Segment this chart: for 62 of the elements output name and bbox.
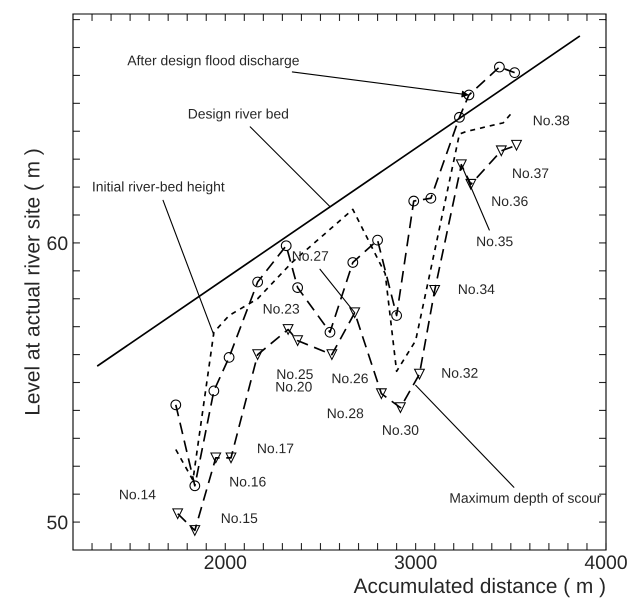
annotation: No.37: [513, 168, 548, 178]
point: [425, 192, 436, 204]
point: [347, 257, 358, 268]
point: [172, 508, 184, 520]
annotation: No.15: [222, 513, 258, 524]
point: [292, 335, 303, 346]
annotation: No.25: [277, 369, 313, 380]
x-tick-label: 3000: [394, 555, 437, 570]
point: [170, 399, 182, 410]
point: [189, 480, 200, 492]
point: [494, 62, 505, 72]
point: [224, 352, 234, 363]
point: [414, 368, 425, 380]
annotation: No.14: [120, 490, 156, 500]
y-axis-title: Level at actual river site ( m ): [24, 150, 44, 414]
y-tick-label: 50: [47, 516, 68, 530]
x-tick-label: 4000: [584, 555, 627, 570]
point: [429, 284, 440, 296]
annotation: No.38: [534, 115, 570, 126]
point: [395, 402, 406, 414]
point: [280, 240, 292, 252]
x-tick-label: 2000: [204, 555, 246, 570]
point: [324, 326, 336, 338]
annotation: No.17: [258, 444, 294, 454]
point: [376, 388, 387, 400]
point: [391, 310, 402, 321]
annotation: No.34: [458, 284, 494, 294]
point: [349, 307, 360, 318]
point: [511, 140, 522, 151]
point: [326, 349, 338, 360]
annotation: No.16: [230, 476, 266, 487]
annotation: Initial river-bed height: [93, 181, 225, 194]
point: [496, 145, 507, 156]
point: [372, 234, 383, 246]
annotation: No.26: [332, 373, 368, 384]
annotation: Design river bed: [188, 108, 288, 122]
point: [464, 90, 474, 100]
point: [454, 112, 465, 123]
annotation: No.28: [328, 408, 364, 418]
annotation: No.35: [477, 236, 513, 246]
point: [282, 324, 294, 335]
annotation: No.27: [292, 251, 328, 261]
annotation: No.23: [264, 304, 300, 314]
point: [208, 385, 220, 396]
point: [252, 276, 264, 288]
point: [226, 452, 236, 464]
point: [210, 452, 222, 464]
point: [465, 178, 476, 190]
annotation: No.32: [442, 368, 478, 378]
annotation: After design flood discharge: [127, 55, 299, 68]
annotation: Maximum depth of scour: [450, 492, 602, 506]
point: [189, 525, 200, 536]
annotation: No.20: [276, 382, 312, 392]
point: [292, 282, 303, 293]
point: [252, 349, 264, 360]
annotation: No.30: [383, 425, 418, 435]
point: [456, 159, 467, 170]
point: [509, 67, 520, 78]
annotation: No.36: [492, 196, 528, 206]
x-axis-title: Accumulated distance ( m ): [354, 578, 605, 598]
point: [408, 196, 420, 206]
y-tick-label: 60: [48, 236, 68, 250]
